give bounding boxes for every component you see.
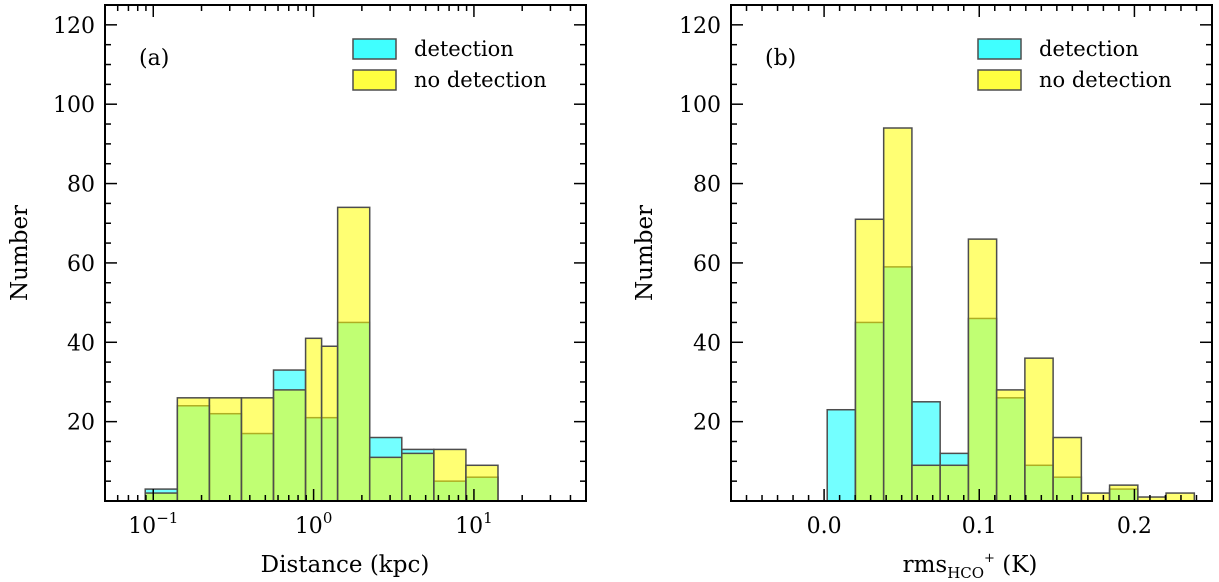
legend-swatch-no-detection: [352, 69, 397, 91]
panel-b-x-axis-title: rmsHCO+ (K): [903, 551, 1038, 582]
x-tick-label: 10−1: [128, 509, 178, 539]
x-tick-label: 0.1: [962, 514, 997, 539]
panel-b-bars: [826, 127, 1196, 502]
x-title-sup: +: [984, 551, 995, 566]
legend-label-detection: detection: [1039, 37, 1139, 61]
y-tick-label: 80: [67, 173, 95, 198]
x-title-unit: (K): [995, 552, 1037, 578]
panel-a: 20 40 60 80 100 120 10−1 100 101 (a) detection n…: [7, 4, 587, 578]
y-tick-label: 100: [679, 93, 721, 118]
panel-a-x-axis-title: Distance (kpc): [261, 552, 430, 578]
y-tick-label: 100: [53, 93, 95, 118]
x-tick-label: 101: [455, 509, 493, 539]
x-tick-label: 100: [295, 509, 333, 539]
bar-detection: [826, 408, 857, 502]
bar-no-detection: [465, 464, 499, 502]
legend-swatch-detection: [352, 38, 397, 60]
legend-swatch-detection: [977, 38, 1022, 60]
panel-b-y-axis-title: Number: [632, 205, 658, 301]
x-title-main: rms: [903, 552, 948, 578]
y-tick-label: 120: [679, 14, 721, 39]
bar-no-detection: [176, 397, 211, 502]
bar-no-detection: [208, 397, 243, 502]
bar-no-detection: [272, 389, 307, 502]
bar-no-detection: [401, 452, 435, 502]
bar-no-detection: [433, 448, 467, 502]
x-title-sub: HCO: [947, 564, 984, 582]
x-tick-label: 0.0: [807, 514, 842, 539]
x-tick-label: 0.2: [1117, 514, 1152, 539]
legend-label-no-detection: no detection: [1039, 68, 1172, 92]
panel-a-bars: [144, 206, 499, 502]
bar-no-detection: [1052, 436, 1083, 502]
y-tick-label: 120: [53, 14, 95, 39]
y-tick-label: 60: [693, 252, 721, 277]
legend-label-detection: detection: [414, 37, 514, 61]
bar-no-detection: [1165, 492, 1196, 502]
y-tick-label: 20: [693, 411, 721, 436]
panel-b-legend: detection no detection: [977, 37, 1172, 92]
bar-no-detection: [882, 127, 913, 502]
panel-a-legend: detection no detection: [352, 37, 547, 92]
bar-no-detection: [854, 218, 885, 502]
y-tick-label: 80: [693, 173, 721, 198]
bar-no-detection: [1080, 492, 1111, 502]
bar-no-detection: [995, 389, 1026, 502]
panel-b: 20 40 60 80 100 120 0.0 0.1 0.2 (b) detection no…: [632, 4, 1213, 582]
y-tick-label: 60: [67, 252, 95, 277]
bar-no-detection: [911, 464, 941, 502]
panel-b-frame: [730, 4, 1213, 502]
bar-no-detection: [967, 238, 998, 502]
bar-no-detection: [240, 397, 275, 502]
panel-b-label: (b): [765, 46, 796, 71]
bar-no-detection: [1024, 357, 1054, 502]
y-tick-label: 40: [693, 331, 721, 356]
panel-a-y-axis-title: Number: [7, 205, 33, 301]
bar-no-detection: [320, 345, 339, 502]
bar-no-detection: [1108, 484, 1139, 502]
bar-no-detection: [304, 337, 323, 502]
panel-a-frame: [104, 4, 587, 502]
legend-label-no-detection: no detection: [414, 68, 547, 92]
bar-no-detection: [144, 492, 179, 502]
bar-no-detection: [336, 206, 371, 502]
y-tick-label: 40: [67, 331, 95, 356]
bar-no-detection: [368, 456, 403, 502]
legend-swatch-no-detection: [977, 69, 1022, 91]
y-tick-label: 20: [67, 411, 95, 436]
panel-a-label: (a): [139, 46, 169, 71]
